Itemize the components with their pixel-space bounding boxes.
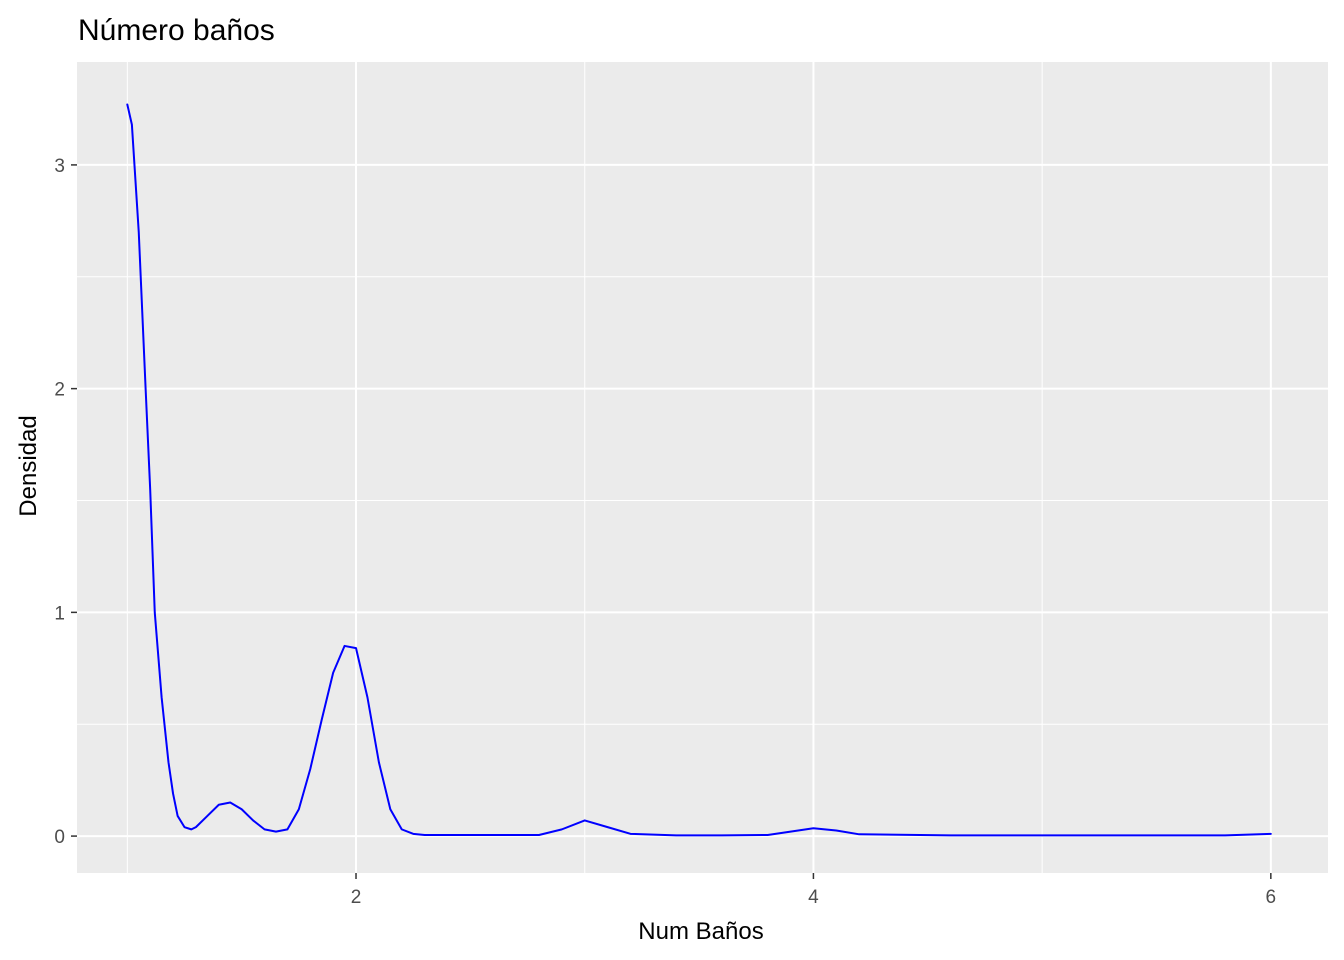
x-axis: 2 4 6	[351, 873, 1276, 908]
grid-minor	[77, 62, 1328, 873]
x-tick-label: 2	[351, 887, 362, 908]
y-tick-label: 0	[54, 827, 65, 848]
x-tick-label: 4	[808, 887, 819, 908]
y-axis: 0 1 2 3	[54, 156, 77, 848]
y-tick-label: 3	[54, 156, 65, 177]
chart-title: Número baños	[78, 14, 275, 47]
plot-panel	[77, 62, 1328, 873]
density-curve	[126, 103, 1272, 837]
x-tick-label: 6	[1266, 887, 1277, 908]
y-axis-title: Densidad	[15, 415, 42, 516]
x-axis-title: Num Baños	[638, 918, 763, 945]
y-tick-label: 1	[54, 603, 65, 624]
y-tick-label: 2	[54, 380, 65, 401]
